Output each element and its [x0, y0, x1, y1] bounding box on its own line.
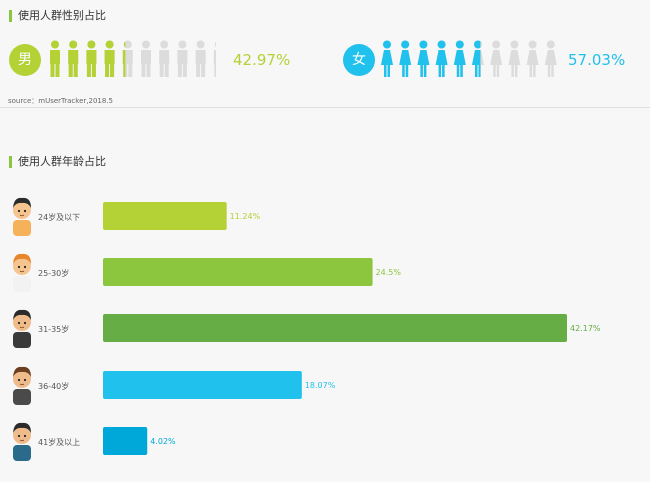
age-category-label: 31-35岁	[38, 325, 70, 334]
male-person-icon	[50, 40, 60, 77]
source-note: source：mUserTracker,2018.5	[8, 97, 113, 105]
male-person-filled-icon	[86, 40, 97, 77]
age-avatar-icon	[13, 197, 31, 236]
bar-value-label: 4.02%	[150, 437, 176, 446]
age-bar	[103, 371, 302, 399]
age-category-label: 41岁及以上	[38, 438, 81, 447]
section-divider	[0, 107, 650, 108]
male-person-filled-icon	[104, 40, 115, 77]
age-avatar-icon	[13, 309, 31, 348]
age-bar	[103, 427, 148, 455]
age-avatar-icon	[13, 366, 31, 405]
gender-section-title: 使用人群性别占比	[9, 10, 106, 22]
bar-value-label: 42.17%	[570, 324, 601, 333]
age-section-title: 使用人群年龄占比	[9, 156, 106, 168]
age-bar	[103, 258, 373, 286]
male-person-icon	[213, 41, 216, 77]
female-person-icon	[526, 40, 539, 77]
age-bar	[103, 314, 567, 342]
female-person-filled-icon	[381, 40, 393, 77]
age-category-label: 36-40岁	[38, 382, 70, 391]
female-person-filled-icon	[472, 40, 481, 77]
male-person-icon	[177, 40, 188, 77]
female-person-icon	[508, 40, 521, 77]
male-person-filled-icon	[68, 40, 79, 77]
female-percent: 57.03%	[568, 51, 626, 69]
female-person-icon	[472, 40, 481, 77]
male-person-icon	[122, 41, 126, 77]
male-person-icon	[68, 40, 79, 77]
bar-value-label: 18.07%	[304, 381, 336, 390]
female-badge: 女	[343, 44, 375, 76]
male-person-icon	[104, 40, 115, 77]
male-badge: 男	[9, 44, 41, 76]
male-people-icons	[50, 40, 216, 77]
male-person-filled-icon	[122, 41, 126, 77]
female-person-icon	[381, 40, 393, 77]
male-person-icon	[86, 40, 97, 77]
female-people-icons	[381, 40, 557, 77]
male-person-icon	[141, 40, 151, 77]
age-bar	[103, 202, 227, 230]
age-category-label: 25-30岁	[38, 269, 70, 278]
male-person-filled-icon	[50, 40, 60, 77]
age-category-label: 24岁及以下	[38, 213, 81, 222]
age-avatar-icon	[13, 253, 31, 292]
age-avatar-icon	[13, 422, 31, 461]
female-person-icon	[544, 40, 557, 77]
female-person-icon	[490, 40, 503, 77]
bar-value-label: 24.5%	[375, 268, 401, 277]
male-percent: 42.97%	[233, 51, 291, 69]
male-person-icon	[195, 40, 206, 77]
male-person-icon	[159, 40, 170, 77]
bar-value-label: 11.24%	[229, 212, 261, 221]
